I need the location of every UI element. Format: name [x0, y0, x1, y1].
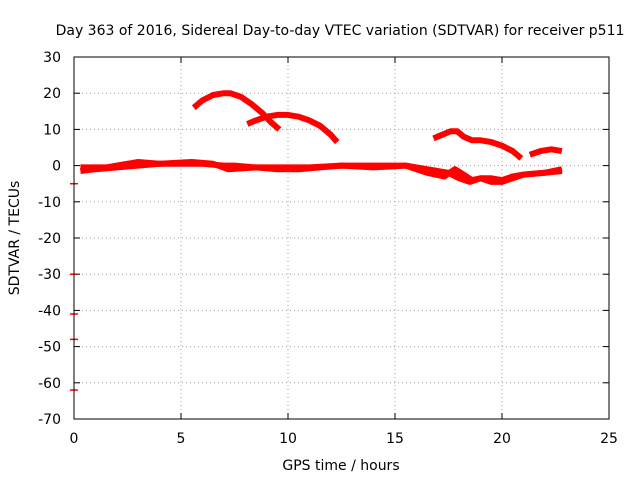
- y-tick-label: 10: [43, 122, 61, 138]
- series-arc-3: [432, 128, 524, 161]
- plot-frame: [73, 56, 610, 420]
- x-tick-label: 5: [177, 431, 186, 447]
- y-tick-label: 30: [43, 50, 61, 66]
- series-arc-2: [246, 111, 340, 145]
- series-arc-1: [191, 90, 282, 132]
- x-tick-label: 25: [600, 431, 618, 447]
- y-tick-labels: 30 20 10 0 -10 -20 -30 -40 -50 -60 -70: [38, 50, 61, 428]
- y-tick-label: -20: [38, 231, 61, 247]
- x-tick-labels: 0 5 10 15 20 25: [70, 431, 618, 447]
- series-arc-4: [528, 146, 563, 158]
- y-axis-label: SDTVAR / TECUs: [7, 181, 23, 296]
- plot-series: [70, 90, 563, 391]
- y-tick-label: -50: [38, 340, 61, 356]
- y-tick-label: -40: [38, 303, 61, 319]
- y-tick-label: -70: [38, 412, 61, 428]
- y-tick-label: -30: [38, 267, 61, 283]
- y-tick-label: -10: [38, 195, 61, 211]
- chart-title: Day 363 of 2016, Sidereal Day-to-day VTE…: [56, 23, 625, 39]
- series-band-2: [80, 159, 563, 185]
- x-tick-label: 15: [386, 431, 404, 447]
- y-tick-label: 20: [43, 86, 61, 102]
- y-tick-label: 0: [52, 159, 61, 175]
- x-axis-label: GPS time / hours: [282, 458, 399, 474]
- x-tick-label: 10: [279, 431, 297, 447]
- grid: [74, 57, 609, 419]
- y-tick-label: -60: [38, 376, 61, 392]
- x-tick-label: 20: [493, 431, 511, 447]
- x-tick-label: 0: [70, 431, 79, 447]
